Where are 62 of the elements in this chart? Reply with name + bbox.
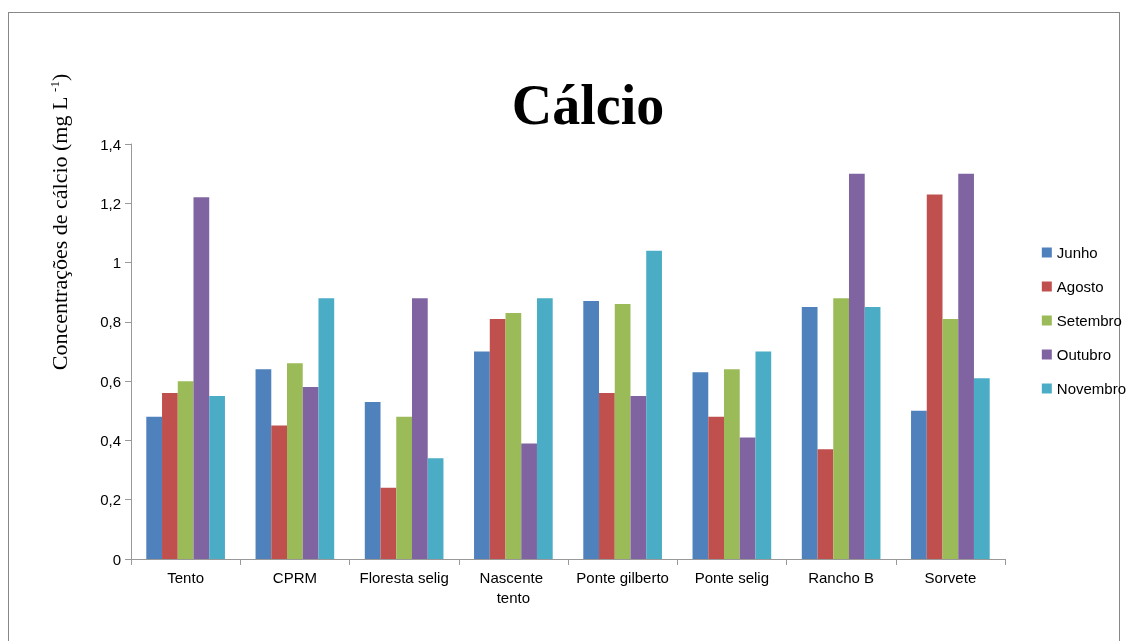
bar xyxy=(973,378,990,559)
x-tick-label: Tento xyxy=(167,568,204,586)
bar xyxy=(583,301,600,559)
x-tick-label: Nascente tento xyxy=(479,568,548,606)
x-tick-label: Floresta selig xyxy=(359,568,449,586)
bar xyxy=(724,369,740,559)
legend-label: Setembro xyxy=(1056,312,1122,329)
bar xyxy=(536,298,553,559)
bar xyxy=(474,351,490,559)
bar xyxy=(911,410,927,559)
bar xyxy=(302,387,319,559)
bar xyxy=(427,458,444,559)
bar xyxy=(739,437,756,559)
bar xyxy=(755,351,772,559)
y-tick-label: 0 xyxy=(112,550,121,568)
bar xyxy=(177,381,194,559)
legend-label: Novembro xyxy=(1056,380,1127,397)
bar xyxy=(614,304,631,559)
bar xyxy=(209,395,225,559)
bar xyxy=(489,318,506,559)
y-tick-label: 0,4 xyxy=(100,431,121,449)
bar xyxy=(833,298,849,559)
chart-title: Cálcio xyxy=(511,74,665,136)
bar xyxy=(864,307,881,559)
x-tick-label: Ponte selig xyxy=(694,568,769,586)
bar xyxy=(146,416,163,559)
bar xyxy=(646,250,662,559)
bar xyxy=(692,372,709,559)
bar xyxy=(162,393,178,559)
bar xyxy=(958,173,974,559)
bar xyxy=(801,307,818,559)
bar xyxy=(942,318,959,559)
bar xyxy=(318,298,335,559)
x-tick-label: CPRM xyxy=(272,568,317,586)
x-tick-label: Ponte gilberto xyxy=(576,568,669,586)
bar xyxy=(505,312,522,559)
bar xyxy=(521,443,537,559)
y-tick-label: 1 xyxy=(112,254,121,272)
bar xyxy=(599,393,615,559)
bar xyxy=(380,487,397,559)
legend-label: Outubro xyxy=(1056,346,1112,363)
legend-label: Agosto xyxy=(1056,278,1104,295)
x-tick-label: Sorvete xyxy=(924,568,977,586)
bar xyxy=(926,194,943,559)
bar xyxy=(708,416,725,559)
bar xyxy=(817,449,834,559)
bar xyxy=(396,416,412,559)
bar xyxy=(271,425,288,559)
bar xyxy=(411,298,428,559)
bar xyxy=(848,173,865,559)
y-tick-label: 1,2 xyxy=(100,194,121,212)
bar xyxy=(255,369,272,559)
x-tick-label: Rancho B xyxy=(808,568,875,586)
bar xyxy=(364,401,381,559)
bar xyxy=(630,395,647,559)
y-tick-label: 0,6 xyxy=(100,372,121,390)
y-tick-label: 1,4 xyxy=(100,135,121,153)
legend-label: Junho xyxy=(1056,244,1098,261)
y-tick-label: 0,8 xyxy=(100,313,121,331)
bar xyxy=(287,363,303,559)
bar xyxy=(193,197,210,559)
y-tick-label: 0,2 xyxy=(100,491,121,509)
